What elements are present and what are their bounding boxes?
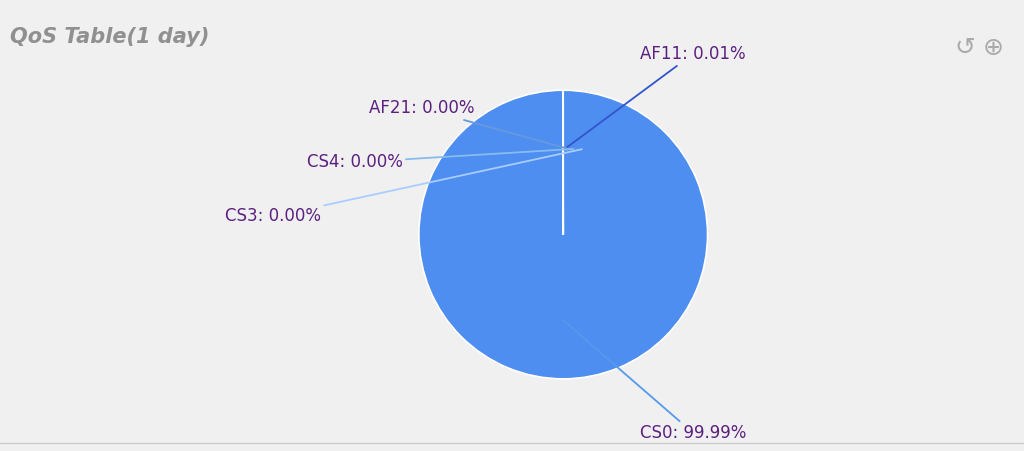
Text: AF21: 0.00%: AF21: 0.00% — [369, 99, 568, 149]
Text: QoS Table(1 day): QoS Table(1 day) — [10, 27, 210, 47]
Text: CS3: 0.00%: CS3: 0.00% — [225, 149, 582, 226]
Text: CS0: 99.99%: CS0: 99.99% — [563, 320, 746, 442]
Text: AF11: 0.01%: AF11: 0.01% — [565, 45, 745, 149]
Wedge shape — [419, 90, 708, 379]
Text: ⊕: ⊕ — [983, 36, 1005, 60]
Text: ↺: ↺ — [954, 36, 976, 60]
Text: CS4: 0.00%: CS4: 0.00% — [307, 149, 573, 171]
